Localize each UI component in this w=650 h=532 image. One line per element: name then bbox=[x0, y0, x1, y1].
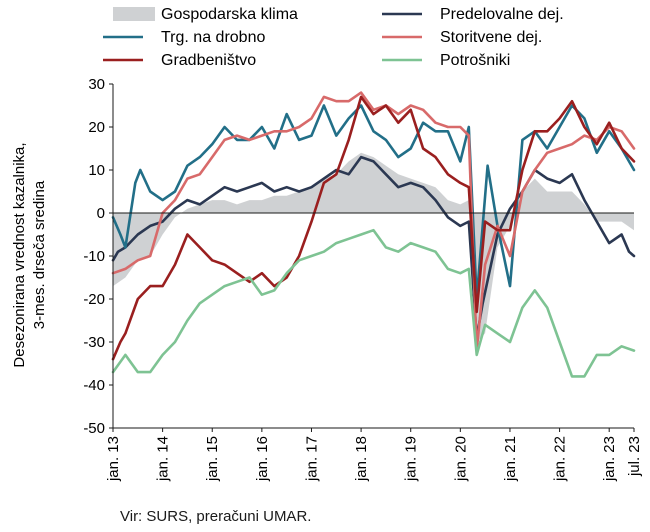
source-note: Vir: SURS, preračuni UMAR. bbox=[120, 508, 312, 525]
y-tick-label: -50 bbox=[83, 420, 105, 437]
legend-label-2: Trg. na drobno bbox=[161, 29, 265, 46]
x-axis: jan. 13 jan. 14 jan. 15 jan. 16 jan. 17 jan. … bbox=[105, 427, 643, 482]
x-tick-label: jan. 19 bbox=[403, 436, 420, 482]
y-axis-label-line-1: Desezonirana vrednost kazalnika, bbox=[11, 142, 28, 367]
legend-label-4: Gradbeništvo bbox=[161, 52, 256, 69]
x-tick-label: jan. 22 bbox=[552, 436, 569, 482]
x-tick-label: jan. 20 bbox=[452, 436, 469, 482]
series-line-2 bbox=[111, 104, 636, 301]
series-line-1 bbox=[111, 155, 636, 339]
y-axis-label-line-2: 3-mes. drseča sredina bbox=[31, 180, 48, 329]
y-tick-label: 30 bbox=[88, 76, 105, 93]
y-tick-label: -10 bbox=[83, 248, 105, 265]
x-tick-label: jan. 13 bbox=[105, 436, 122, 482]
x-tick-label: jan. 21 bbox=[502, 436, 519, 482]
y-axis: 30 20 10 0 -10 -20 -30 -40 -50 bbox=[83, 76, 114, 437]
x-tick-label: jan. 16 bbox=[254, 436, 271, 482]
x-tick-label: jan. 17 bbox=[303, 436, 320, 482]
x-tick-label: jan. 15 bbox=[204, 436, 221, 482]
y-tick-label: -20 bbox=[83, 291, 105, 308]
x-tick-label: jul. 23 bbox=[626, 436, 643, 477]
legend: Gospodarska klima Predelovalne dej. Trg. n… bbox=[103, 6, 564, 69]
y-tick-label: 10 bbox=[88, 162, 105, 179]
legend-label-3: Storitvene dej. bbox=[440, 29, 542, 46]
legend-swatch-0 bbox=[113, 7, 155, 21]
legend-label-1: Predelovalne dej. bbox=[440, 6, 564, 23]
series-line-4 bbox=[111, 95, 636, 361]
x-tick-label: jan. 18 bbox=[353, 436, 370, 482]
legend-label-5: Potrošniki bbox=[440, 52, 510, 69]
series-line-5 bbox=[111, 228, 636, 378]
plot-area bbox=[111, 91, 636, 378]
series-line-3 bbox=[111, 91, 636, 352]
y-tick-label: 0 bbox=[97, 205, 105, 222]
x-tick-label: jan. 23 bbox=[601, 436, 618, 482]
y-tick-label: -30 bbox=[83, 334, 105, 351]
y-tick-label: 20 bbox=[88, 119, 105, 136]
series-area-0 bbox=[113, 152, 634, 342]
y-tick-label: -40 bbox=[83, 377, 105, 394]
x-tick-label: jan. 14 bbox=[155, 436, 172, 482]
legend-label-0: Gospodarska klima bbox=[161, 6, 298, 23]
